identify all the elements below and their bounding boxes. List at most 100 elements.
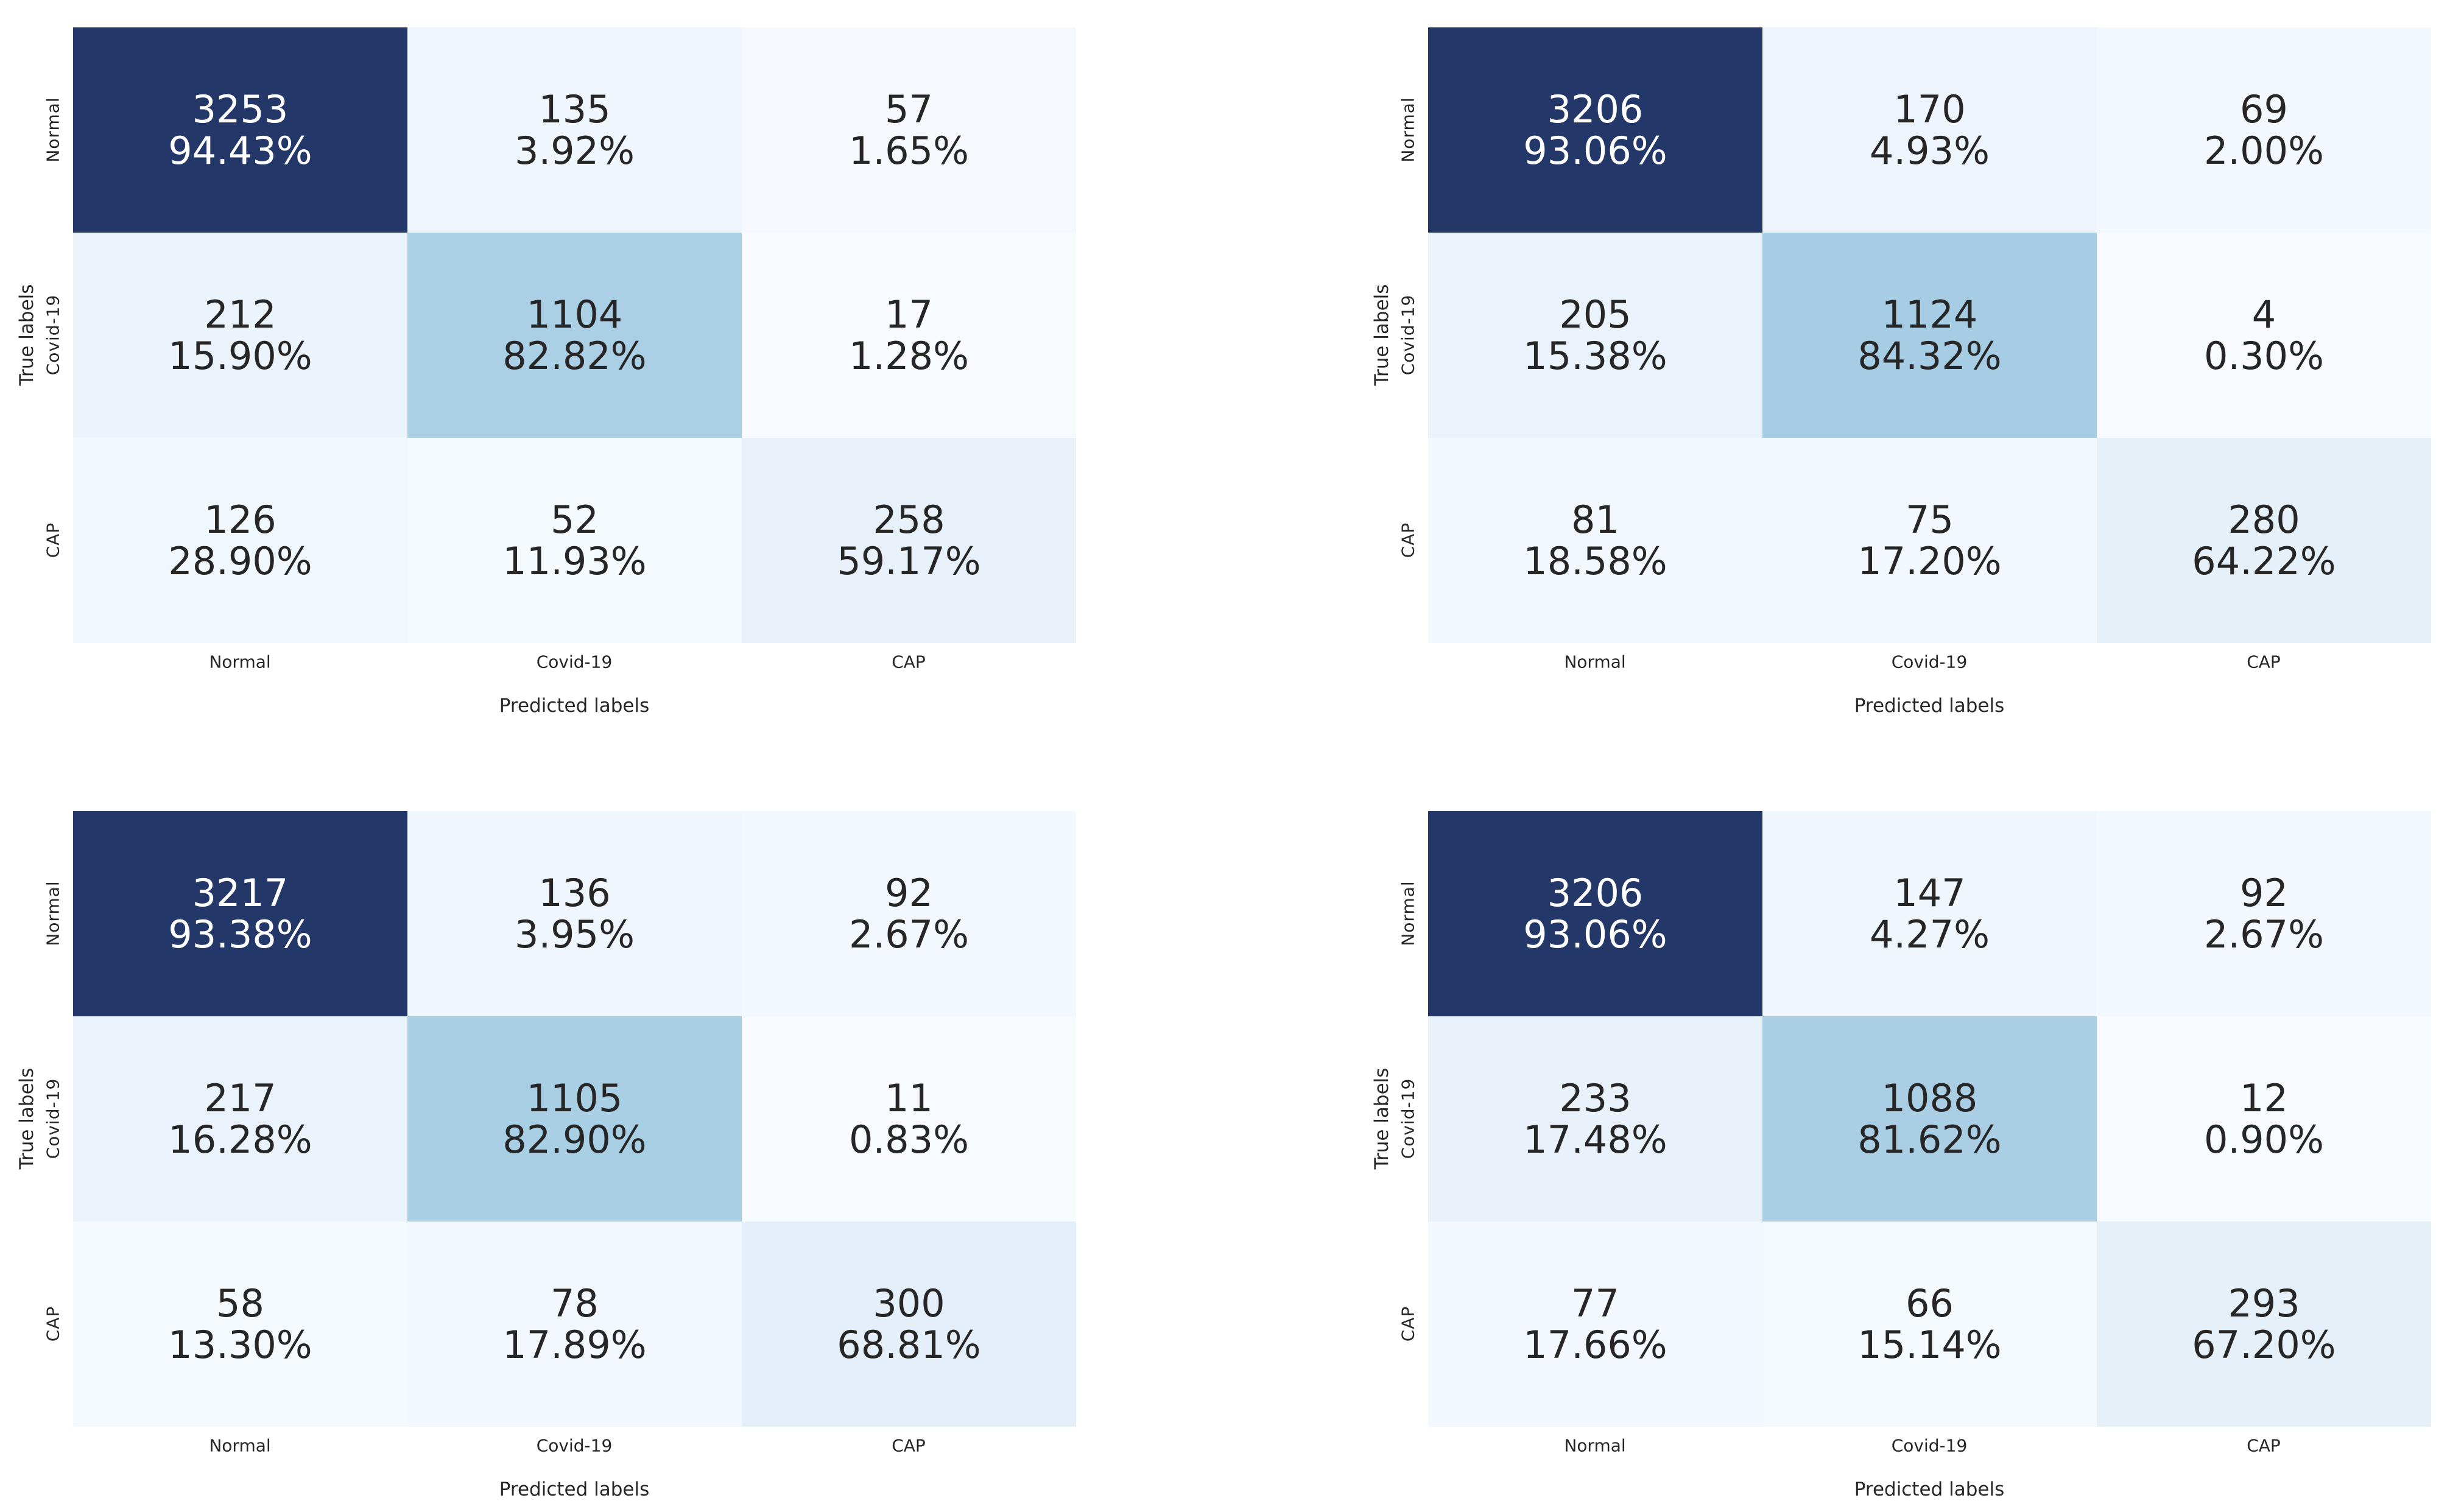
matrix-cell-r3c2: 78 17.89%	[407, 1222, 742, 1427]
cell-count: 92	[2240, 870, 2288, 915]
matrix-cell-r1c3: 69 2.00%	[2097, 27, 2431, 233]
y-tick-normal: Normal	[1398, 97, 1418, 163]
matrix-cell-r2c1: 205 15.38%	[1428, 233, 1762, 438]
cell-percent: 67.20%	[2192, 1322, 2336, 1367]
cell-percent: 28.90%	[168, 538, 312, 583]
matrix-cell-r2c3: 4 0.30%	[2097, 233, 2431, 438]
cell-percent: 2.67%	[2204, 912, 2324, 957]
y-tick-normal: Normal	[43, 97, 63, 163]
cell-count: 135	[538, 86, 611, 132]
cell-percent: 81.62%	[1857, 1117, 2002, 1162]
cell-percent: 13.30%	[168, 1322, 312, 1367]
matrix-cell-r1c2: 135 3.92%	[407, 27, 742, 233]
cell-percent: 15.14%	[1857, 1322, 2002, 1367]
cell-count: 147	[1893, 870, 1966, 915]
matrix-cell-r2c1: 233 17.48%	[1428, 1016, 1762, 1222]
matrix-cell-r2c2: 1124 84.32%	[1762, 233, 2097, 438]
y-axis-label: True labels	[16, 284, 38, 386]
cell-count: 4	[2251, 292, 2276, 337]
matrix-cell-r1c3: 92 2.67%	[742, 811, 1076, 1016]
matrix-cell-r3c3: 280 64.22%	[2097, 438, 2431, 643]
y-axis-label: True labels	[16, 1067, 38, 1170]
matrix-cell-r3c1: 126 28.90%	[73, 438, 407, 643]
cell-percent: 82.90%	[502, 1117, 647, 1162]
cell-count: 136	[538, 870, 611, 915]
matrix-cell-r3c2: 66 15.14%	[1762, 1222, 2097, 1427]
x-tick-normal: Normal	[1564, 652, 1626, 672]
cell-percent: 4.93%	[1870, 128, 1990, 173]
cell-count: 69	[2240, 86, 2288, 132]
cell-count: 78	[551, 1281, 599, 1326]
matrix-cell-r2c2: 1104 82.82%	[407, 233, 742, 438]
matrix-cell-r1c2: 136 3.95%	[407, 811, 742, 1016]
cell-percent: 17.89%	[502, 1322, 647, 1367]
matrix-cell-r1c1: 3253 94.43%	[73, 27, 407, 233]
matrix-cell-r3c1: 81 18.58%	[1428, 438, 1762, 643]
cell-count: 3206	[1547, 870, 1644, 915]
cell-count: 126	[204, 497, 276, 542]
y-tick-cap: CAP	[1398, 1306, 1418, 1342]
matrix-cell-r3c1: 58 13.30%	[73, 1222, 407, 1427]
cell-percent: 2.67%	[849, 912, 969, 957]
y-axis-label: True labels	[1371, 284, 1393, 386]
matrix-cell-r3c3: 293 67.20%	[2097, 1222, 2431, 1427]
x-tick-covid19: Covid-19	[536, 1435, 613, 1456]
cell-percent: 84.32%	[1857, 333, 2002, 378]
x-tick-cap: CAP	[2247, 1435, 2281, 1456]
cell-percent: 0.90%	[2204, 1117, 2324, 1162]
x-tick-cap: CAP	[2247, 652, 2281, 672]
cell-count: 3253	[192, 86, 289, 132]
matrix-cell-r2c2: 1088 81.62%	[1762, 1016, 2097, 1222]
cell-count: 1104	[526, 292, 623, 337]
cell-count: 300	[873, 1281, 945, 1326]
confusion-matrix-top-left: True labels Normal Covid-19 CAP 3253 94.4…	[16, 27, 1076, 717]
cell-count: 293	[2228, 1281, 2300, 1326]
matrix-cell-r2c2: 1105 82.90%	[407, 1016, 742, 1222]
matrix-cell-r1c3: 92 2.67%	[2097, 811, 2431, 1016]
cell-percent: 4.27%	[1870, 912, 1990, 957]
y-tick-covid19: Covid-19	[1398, 294, 1418, 376]
cell-count: 58	[216, 1281, 264, 1326]
y-tick-normal: Normal	[1398, 881, 1418, 946]
x-tick-normal: Normal	[209, 1435, 271, 1456]
cell-percent: 1.65%	[849, 128, 969, 173]
cell-count: 75	[1906, 497, 1954, 542]
cell-percent: 93.06%	[1523, 912, 1667, 957]
heatmap-grid: 3253 94.43% 135 3.92% 57 1.65% 212 15.90% 1104 82…	[73, 27, 1076, 643]
y-tick-cap: CAP	[1398, 522, 1418, 558]
cell-count: 233	[1559, 1075, 1632, 1120]
cell-count: 77	[1571, 1281, 1619, 1326]
cell-count: 205	[1559, 292, 1632, 337]
cell-count: 11	[885, 1075, 933, 1120]
cell-count: 3217	[192, 870, 289, 915]
heatmap-grid: 3206 93.06% 170 4.93% 69 2.00% 205 15.38% 1124 84…	[1428, 27, 2431, 643]
cell-percent: 11.93%	[502, 538, 647, 583]
cell-count: 81	[1571, 497, 1619, 542]
cell-percent: 94.43%	[168, 128, 312, 173]
cell-percent: 68.81%	[837, 1322, 981, 1367]
cell-percent: 93.38%	[168, 912, 312, 957]
matrix-cell-r3c3: 300 68.81%	[742, 1222, 1076, 1427]
x-tick-normal: Normal	[1564, 1435, 1626, 1456]
cell-percent: 59.17%	[837, 538, 981, 583]
y-axis-label: True labels	[1371, 1067, 1393, 1170]
matrix-cell-r1c2: 170 4.93%	[1762, 27, 2097, 233]
matrix-cell-r3c2: 75 17.20%	[1762, 438, 2097, 643]
y-tick-covid19: Covid-19	[1398, 1078, 1418, 1159]
y-tick-covid19: Covid-19	[43, 294, 63, 376]
cell-percent: 82.82%	[502, 333, 647, 378]
cell-percent: 64.22%	[2192, 538, 2336, 583]
y-tick-normal: Normal	[43, 881, 63, 946]
matrix-cell-r2c3: 12 0.90%	[2097, 1016, 2431, 1222]
heatmap-grid: 3206 93.06% 147 4.27% 92 2.67% 233 17.48% 1088 81…	[1428, 811, 2431, 1427]
cell-count: 12	[2240, 1075, 2288, 1120]
heatmap-grid: 3217 93.38% 136 3.95% 92 2.67% 217 16.28% 1105 82…	[73, 811, 1076, 1427]
cell-percent: 93.06%	[1523, 128, 1667, 173]
x-axis-label: Predicted labels	[1854, 1478, 2005, 1500]
matrix-cell-r3c1: 77 17.66%	[1428, 1222, 1762, 1427]
cell-count: 258	[873, 497, 945, 542]
matrix-cell-r1c3: 57 1.65%	[742, 27, 1076, 233]
cell-count: 66	[1906, 1281, 1954, 1326]
cell-count: 1124	[1881, 292, 1978, 337]
y-tick-covid19: Covid-19	[43, 1078, 63, 1159]
